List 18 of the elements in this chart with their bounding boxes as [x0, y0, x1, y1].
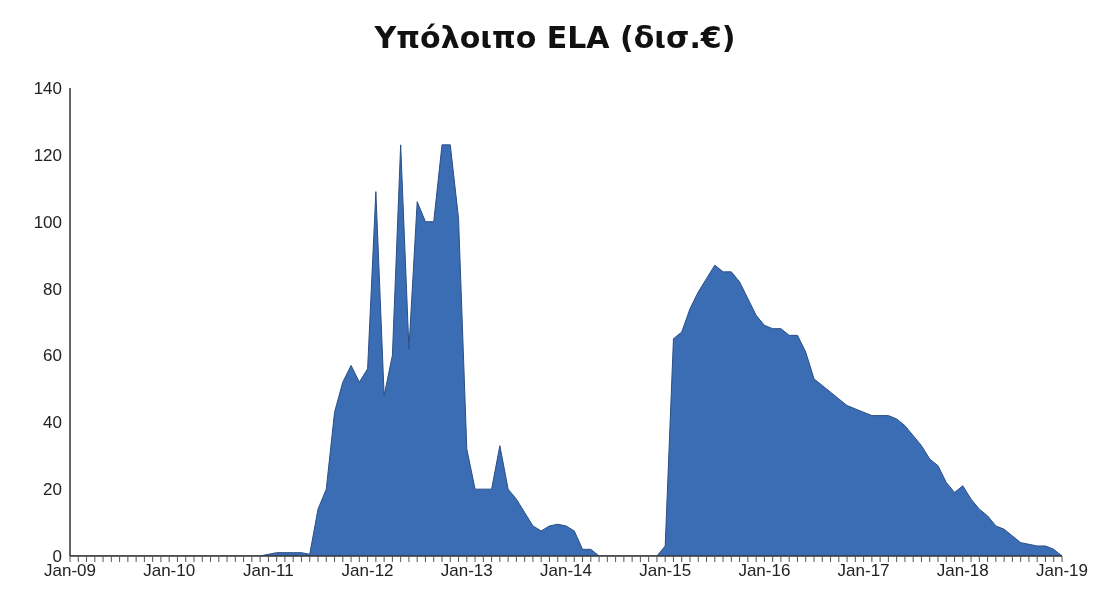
x-tick-label: Jan-14 [540, 561, 592, 581]
y-tick-label: 140 [33, 79, 62, 99]
x-tick-label: Jan-10 [143, 561, 196, 581]
y-tick-label: 80 [43, 279, 62, 299]
x-tick-label: Jan-17 [837, 561, 890, 581]
x-tick-label: Jan-12 [341, 561, 394, 581]
chart-title: Υπόλοιπο ELA (δισ.€) [373, 19, 737, 57]
x-tick-label: Jan-16 [738, 561, 791, 581]
y-tick-label: 120 [33, 145, 62, 165]
x-tick-label: Jan-18 [936, 561, 989, 581]
x-tick-label: Jan-11 [243, 561, 294, 581]
y-tick-label: 40 [43, 413, 62, 433]
y-tick-label: 20 [43, 480, 62, 500]
x-tick-label: Jan-13 [440, 561, 493, 581]
x-tick-label: Jan-19 [1036, 561, 1088, 581]
y-tick-label: 60 [43, 346, 62, 366]
y-tick-label: 100 [33, 212, 62, 232]
x-tick-label: Jan-15 [639, 561, 692, 581]
